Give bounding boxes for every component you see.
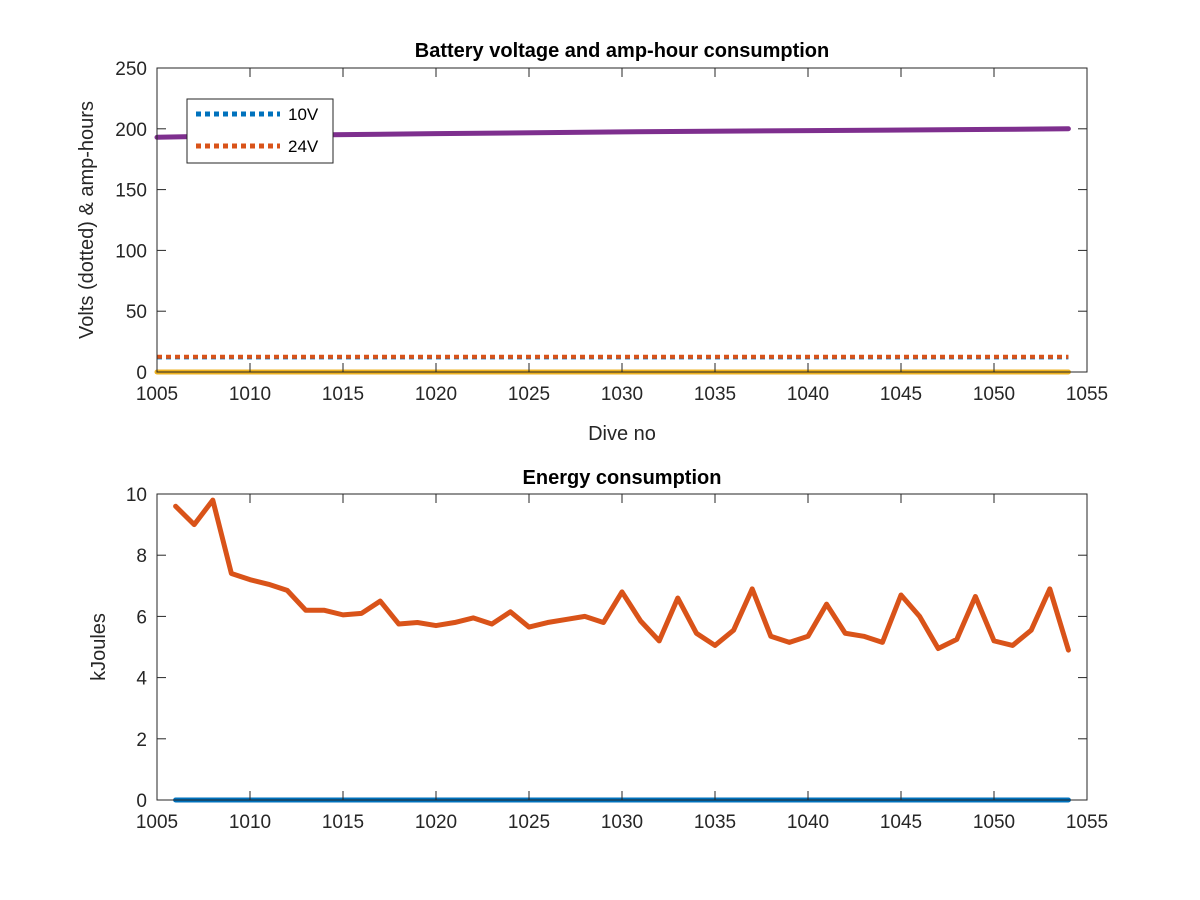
energy-chart: 1005 1010 1015 1020 1025 1030 1035 1040 1045 1050… xyxy=(88,467,1108,833)
energy-y-tick-label: 4 xyxy=(136,669,147,690)
energy-x-tick-label: 1030 xyxy=(601,812,643,833)
energy-y-tick-label: 10 xyxy=(126,485,147,506)
energy-y-tick-label: 8 xyxy=(136,546,147,567)
voltage-x-tick-label: 1025 xyxy=(508,384,550,405)
voltage-x-tick-label: 1015 xyxy=(322,384,364,405)
voltage-chart-title: Battery voltage and amp-hour consumption xyxy=(415,40,829,62)
legend-label-10v: 10V xyxy=(288,105,319,124)
voltage-y-tick-label: 200 xyxy=(115,120,147,141)
legend: 10V 24V xyxy=(186,98,334,164)
energy-y-axis-label: kJoules xyxy=(88,613,110,681)
voltage-x-tick-label: 1010 xyxy=(229,384,271,405)
energy-x-tick-label: 1025 xyxy=(508,812,550,833)
voltage-y-tick-label: 100 xyxy=(115,241,147,262)
energy-chart-title: Energy consumption xyxy=(523,467,722,489)
voltage-x-tick-label: 1005 xyxy=(136,384,178,405)
energy-y-tick-label: 0 xyxy=(136,791,147,812)
legend-box xyxy=(186,98,334,164)
voltage-x-tick-label: 1030 xyxy=(601,384,643,405)
energy-y-tick-label: 6 xyxy=(136,607,147,628)
energy-x-tick-label: 1015 xyxy=(322,812,364,833)
voltage-x-tick-label: 1035 xyxy=(694,384,736,405)
voltage-y-tick-label: 0 xyxy=(136,363,147,384)
energy-y-tick-label: 2 xyxy=(136,730,147,751)
voltage-x-tick-label: 1050 xyxy=(973,384,1015,405)
energy-x-tick-label: 1035 xyxy=(694,812,736,833)
voltage-y-tick-label: 150 xyxy=(115,181,147,202)
voltage-x-axis-label: Dive no xyxy=(588,423,656,445)
energy-x-tick-label: 1055 xyxy=(1066,812,1108,833)
energy-plot-area xyxy=(157,494,1087,800)
voltage-y-tick-label: 250 xyxy=(115,59,147,80)
voltage-chart: 1005 1010 1015 1020 1025 1030 1035 1040 1045 1050… xyxy=(76,40,1108,445)
energy-x-tick-label: 1020 xyxy=(415,812,457,833)
voltage-x-tick-label: 1020 xyxy=(415,384,457,405)
energy-x-tick-label: 1045 xyxy=(880,812,922,833)
energy-x-tick-label: 1050 xyxy=(973,812,1015,833)
legend-label-24v: 24V xyxy=(288,137,319,156)
voltage-x-tick-label: 1040 xyxy=(787,384,829,405)
energy-x-tick-label: 1040 xyxy=(787,812,829,833)
energy-series-line-1 xyxy=(173,497,1071,653)
energy-x-tick-label: 1010 xyxy=(229,812,271,833)
voltage-x-tick-label: 1045 xyxy=(880,384,922,405)
voltage-x-tick-label: 1055 xyxy=(1066,384,1108,405)
voltage-y-tick-label: 50 xyxy=(126,302,147,323)
energy-tick-layer: 1005 1010 1015 1020 1025 1030 1035 1040 1045 1050… xyxy=(126,485,1108,833)
voltage-y-axis-label: Volts (dotted) & amp-hours xyxy=(76,101,98,339)
energy-x-tick-label: 1005 xyxy=(136,812,178,833)
voltage-tick-layer: 1005 1010 1015 1020 1025 1030 1035 1040 1045 1050… xyxy=(115,59,1108,405)
